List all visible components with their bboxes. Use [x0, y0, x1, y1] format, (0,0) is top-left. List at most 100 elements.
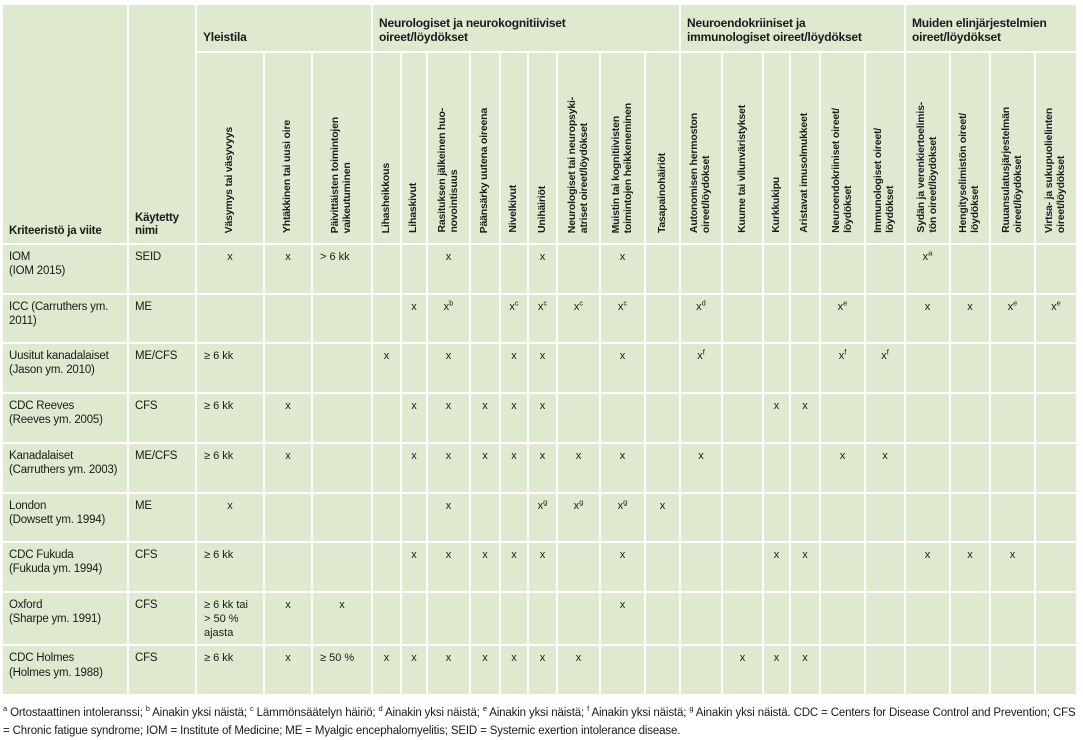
table-row: Uusitut kanadalaiset (Jason ym. 2010) ME/…	[3, 344, 1076, 392]
mark-cell	[681, 543, 721, 591]
column-header: Yhtäkkinen tai uusi oire	[265, 53, 311, 243]
column-header: Tasapainohäiriöt	[646, 53, 679, 243]
mark-cell: x	[471, 543, 499, 591]
mark-cell	[601, 394, 644, 442]
mark-cell: x	[197, 494, 263, 541]
mark-cell: x	[601, 245, 644, 293]
mark-cell	[402, 344, 426, 392]
mark-cell	[723, 344, 762, 392]
mark-cell	[764, 593, 789, 645]
mark-cell	[866, 295, 904, 342]
mark-cell	[764, 245, 789, 293]
mark-cell	[313, 543, 371, 591]
mark-cell	[313, 494, 371, 541]
used-name-cell: CFS	[129, 543, 195, 591]
mark-cell	[471, 494, 499, 541]
mark-cell	[313, 344, 371, 392]
mark-cell	[402, 494, 426, 541]
mark-cell	[601, 646, 644, 695]
mark-cell	[1036, 344, 1076, 392]
column-header: Muistin tai kognitiivisten toimintojen h…	[601, 53, 644, 243]
mark-cell: x	[951, 295, 989, 342]
mark-cell	[646, 593, 679, 645]
mark-cell: x	[265, 646, 311, 695]
column-header-label: Yhtäkkinen tai uusi oire	[281, 119, 294, 233]
mark-cell	[866, 494, 904, 541]
mark-cell: x	[471, 394, 499, 442]
mark-cell: xe	[991, 295, 1034, 342]
mark-cell	[402, 593, 426, 645]
mark-cell: ≥ 6 kk	[197, 394, 263, 442]
mark-cell: x	[265, 593, 311, 645]
table-row: IOM (IOM 2015) SEID x x > 6 kk x x x xa	[3, 245, 1076, 293]
mark-cell	[764, 344, 789, 392]
mark-cell: xc	[501, 295, 527, 342]
column-header-label: Kuume tai vilunväristykset	[735, 105, 748, 233]
mark-cell	[906, 494, 949, 541]
mark-cell: ≥ 6 kk	[197, 344, 263, 392]
column-group-header-2: Neurologiset ja neurokognitiiviset oiree…	[373, 5, 679, 51]
mark-cell: xf	[866, 344, 904, 392]
column-header: Neurologiset tai neuropsyki- atriset oir…	[558, 53, 599, 243]
mark-cell	[1036, 494, 1076, 541]
column-header-label: Virtsa- ja sukupuolielinten oireet/löydö…	[1043, 107, 1067, 233]
criteria-cell: Oxford (Sharpe ym. 1991)	[3, 593, 127, 645]
mark-cell	[265, 543, 311, 591]
mark-cell: x	[428, 543, 469, 591]
column-header-label: Autonomisen hermoston oireet/löydökset	[688, 112, 712, 233]
mark-cell	[681, 394, 721, 442]
mark-cell	[723, 444, 762, 492]
mark-cell: x	[428, 344, 469, 392]
mark-cell	[723, 245, 762, 293]
mark-cell	[991, 394, 1034, 442]
mark-cell: xg	[601, 494, 644, 541]
mark-cell	[646, 344, 679, 392]
table-row: Oxford (Sharpe ym. 1991) CFS ≥ 6 kk tai > …	[3, 593, 1076, 645]
mark-cell	[951, 444, 989, 492]
mark-cell	[681, 494, 721, 541]
header-columns-row: Väsymys tai väsyvyys Yhtäkkinen tai uusi …	[3, 53, 1076, 243]
mark-cell	[906, 593, 949, 645]
mark-cell: ≥ 6 kk	[197, 646, 263, 695]
criteria-cell: London (Dowsett ym. 1994)	[3, 494, 127, 541]
mark-cell: x	[428, 394, 469, 442]
mark-cell	[951, 344, 989, 392]
mark-cell	[1036, 543, 1076, 591]
mark-cell	[373, 295, 400, 342]
used-name-cell: CFS	[129, 593, 195, 645]
mark-cell: x	[402, 646, 426, 695]
mark-cell	[791, 494, 819, 541]
mark-cell: xc	[529, 295, 556, 342]
mark-cell	[791, 245, 819, 293]
mark-cell: xd	[681, 295, 721, 342]
mark-cell	[791, 295, 819, 342]
mark-cell	[866, 245, 904, 293]
mark-cell	[821, 245, 864, 293]
column-header: Kurkkukipu	[764, 53, 789, 243]
mark-cell	[1036, 646, 1076, 695]
column-header-label: Päivittäisten toimintojen vaikeutuminen	[329, 116, 353, 233]
mark-cell	[313, 444, 371, 492]
mark-cell	[558, 593, 599, 645]
mark-cell: xg	[558, 494, 599, 541]
used-name-cell: ME/CFS	[129, 344, 195, 392]
mark-cell: x	[501, 543, 527, 591]
mark-cell	[866, 394, 904, 442]
mark-cell	[681, 245, 721, 293]
column-header-label: Päänsärky uutena oireena	[478, 107, 491, 233]
mark-cell: x	[791, 646, 819, 695]
column-header: Aristavat imusolmukkeet	[791, 53, 819, 243]
mark-cell	[265, 344, 311, 392]
criteria-cell: Uusitut kanadalaiset (Jason ym. 2010)	[3, 344, 127, 392]
mark-cell	[428, 593, 469, 645]
column-header-label: Muistin tai kognitiivisten toimintojen h…	[609, 102, 634, 233]
mark-cell: x	[529, 344, 556, 392]
column-header: Autonomisen hermoston oireet/löydökset	[681, 53, 721, 243]
mark-cell: x	[529, 394, 556, 442]
mark-cell: x	[601, 593, 644, 645]
mark-cell: x	[764, 646, 789, 695]
mark-cell	[991, 444, 1034, 492]
mark-cell: x	[681, 444, 721, 492]
criteria-cell: CDC Holmes (Holmes ym. 1988)	[3, 646, 127, 695]
mark-cell: x	[501, 646, 527, 695]
